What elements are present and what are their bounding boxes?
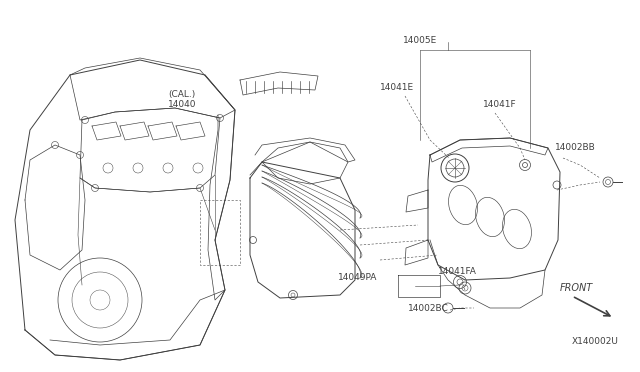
- Text: (CAL.)
14040: (CAL.) 14040: [168, 90, 196, 109]
- Text: 14002BC: 14002BC: [408, 304, 449, 313]
- Text: FRONT: FRONT: [560, 283, 593, 293]
- Text: 14005E: 14005E: [403, 36, 437, 45]
- Text: 14041E: 14041E: [380, 83, 414, 92]
- Text: 14041FA: 14041FA: [438, 267, 477, 276]
- Text: 14002BB: 14002BB: [555, 143, 596, 152]
- Text: 14041F: 14041F: [483, 100, 516, 109]
- Text: X140002U: X140002U: [572, 337, 619, 346]
- Text: 14049PA: 14049PA: [338, 273, 378, 282]
